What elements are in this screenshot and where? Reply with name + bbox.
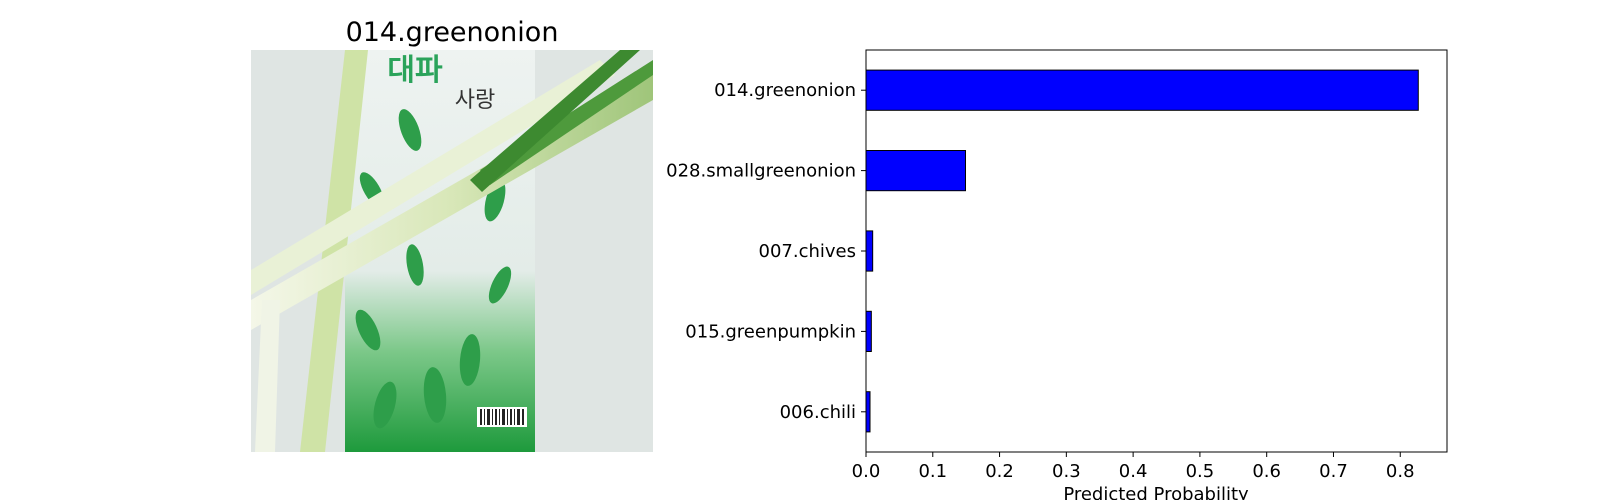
green-onion-stalks: [251, 50, 653, 452]
x-tick-label: 0.8: [1386, 461, 1415, 482]
y-tick-label: 006.chili: [780, 402, 856, 423]
bar-015.greenpumpkin: [865, 310, 872, 352]
bag-leaf-prints: [355, 109, 512, 429]
y-tick-label: 028.smallgreenonion: [666, 161, 856, 182]
bag-logo-line2: 사랑: [455, 88, 495, 113]
bar-014.greenonion: [865, 69, 1419, 111]
x-tick-label: 0.1: [918, 461, 947, 482]
x-tick-label: 0.4: [1119, 461, 1148, 482]
food-photo: 대파 사랑: [251, 50, 653, 452]
plot-frame: [865, 49, 1448, 453]
x-tick-label: 0.2: [985, 461, 1014, 482]
x-tick-label: 0.7: [1319, 461, 1348, 482]
barcode: [477, 407, 527, 427]
y-tick-label: 007.chives: [759, 241, 857, 262]
x-tick-label: 0.5: [1186, 461, 1215, 482]
x-axis-label: Predicted Probability: [1063, 484, 1249, 500]
bar-007.chives: [865, 230, 874, 272]
bar-chart: 014.greenonion 028.smallgreenonion 007.chi…: [666, 49, 1448, 500]
y-tick-label: 014.greenonion: [714, 80, 856, 101]
bar-006.chili: [865, 391, 871, 433]
image-title: 014.greenonion: [346, 17, 559, 48]
x-tick-label: 0.6: [1252, 461, 1281, 482]
bar-028.smallgreenonion: [865, 150, 967, 192]
y-tick-label: 015.greenpumpkin: [685, 321, 856, 342]
bag-logo-line1: 대파: [387, 53, 443, 88]
x-tick-label: 0.0: [852, 461, 881, 482]
x-tick-label: 0.3: [1052, 461, 1081, 482]
